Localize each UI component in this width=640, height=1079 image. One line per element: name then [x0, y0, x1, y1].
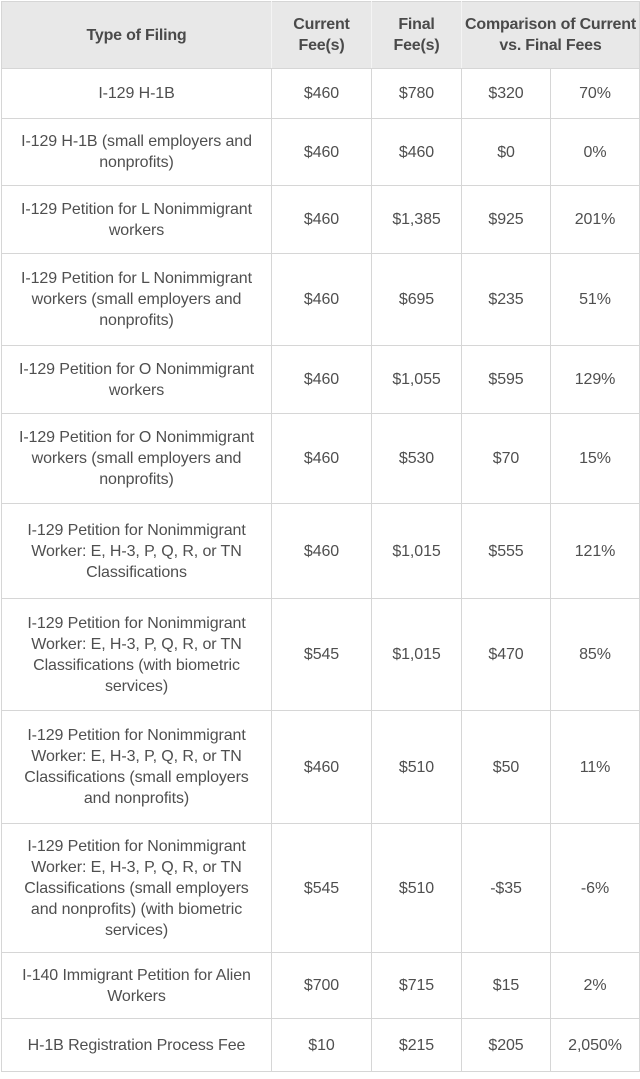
current-fee-cell: $460 [271, 503, 372, 599]
final-fee-cell: $510 [371, 823, 462, 953]
filing-type-cell: I-129 Petition for L Nonimmigrant worker… [1, 185, 272, 254]
filing-type-cell: I-129 Petition for Nonimmigrant Worker: … [1, 598, 272, 711]
filing-type-cell: I-129 Petition for O Nonimmigrant worker… [1, 413, 272, 504]
table-row: I-129 Petition for L Nonimmigrant worker… [1, 253, 640, 346]
final-fee-cell: $460 [371, 118, 462, 186]
fee-percent-cell: 15% [550, 413, 640, 504]
final-fee-cell: $215 [371, 1018, 462, 1072]
fee-percent-cell: 121% [550, 503, 640, 599]
table-row: I-129 Petition for L Nonimmigrant worker… [1, 185, 640, 254]
filing-type-cell: I-129 Petition for L Nonimmigrant worker… [1, 253, 272, 346]
current-fee-cell: $10 [271, 1018, 372, 1072]
fee-percent-cell: 2% [550, 952, 640, 1019]
filing-type-cell: I-129 H-1B [1, 68, 272, 119]
current-fee-cell: $460 [271, 413, 372, 504]
final-fee-cell: $695 [371, 253, 462, 346]
table-row: I-129 H-1B $460 $780 $320 70% [1, 68, 640, 119]
table-row: I-129 Petition for O Nonimmigrant worker… [1, 413, 640, 504]
table-row: I-140 Immigrant Petition for Alien Worke… [1, 952, 640, 1019]
fee-percent-cell: 2,050% [550, 1018, 640, 1072]
table-row: I-129 Petition for Nonimmigrant Worker: … [1, 598, 640, 711]
fee-difference-cell: -$35 [461, 823, 551, 953]
fee-difference-cell: $205 [461, 1018, 551, 1072]
fee-percent-cell: 51% [550, 253, 640, 346]
header-row: Type of Filing Current Fee(s) Final Fee(… [1, 1, 640, 69]
fee-percent-cell: 129% [550, 345, 640, 414]
current-fee-cell: $460 [271, 345, 372, 414]
final-fee-cell: $780 [371, 68, 462, 119]
current-fee-cell: $700 [271, 952, 372, 1019]
fee-difference-cell: $595 [461, 345, 551, 414]
filing-type-cell: I-129 Petition for O Nonimmigrant worker… [1, 345, 272, 414]
final-fee-cell: $1,015 [371, 598, 462, 711]
final-fee-cell: $1,055 [371, 345, 462, 414]
table-row: I-129 Petition for O Nonimmigrant worker… [1, 345, 640, 414]
fee-difference-cell: $0 [461, 118, 551, 186]
fee-percent-cell: 11% [550, 710, 640, 824]
final-fee-cell: $510 [371, 710, 462, 824]
table-row: H-1B Registration Process Fee $10 $215 $… [1, 1018, 640, 1072]
filing-type-cell: I-140 Immigrant Petition for Alien Worke… [1, 952, 272, 1019]
fee-difference-cell: $235 [461, 253, 551, 346]
current-fee-cell: $460 [271, 118, 372, 186]
current-fee-cell: $460 [271, 253, 372, 346]
table-row: I-129 Petition for Nonimmigrant Worker: … [1, 710, 640, 824]
fee-percent-cell: -6% [550, 823, 640, 953]
filing-type-cell: I-129 H-1B (small employers and nonprofi… [1, 118, 272, 186]
fee-difference-cell: $555 [461, 503, 551, 599]
current-fee-cell: $460 [271, 710, 372, 824]
table-row: I-129 Petition for Nonimmigrant Worker: … [1, 503, 640, 599]
table-row: I-129 H-1B (small employers and nonprofi… [1, 118, 640, 186]
fee-difference-cell: $70 [461, 413, 551, 504]
fee-difference-cell: $470 [461, 598, 551, 711]
final-fee-cell: $530 [371, 413, 462, 504]
fee-difference-cell: $50 [461, 710, 551, 824]
current-fee-cell: $460 [271, 68, 372, 119]
current-fee-cell: $545 [271, 823, 372, 953]
filing-type-cell: I-129 Petition for Nonimmigrant Worker: … [1, 823, 272, 953]
fee-difference-cell: $925 [461, 185, 551, 254]
fee-percent-cell: 70% [550, 68, 640, 119]
fee-percent-cell: 201% [550, 185, 640, 254]
fee-difference-cell: $320 [461, 68, 551, 119]
current-fee-cell: $545 [271, 598, 372, 711]
fee-difference-cell: $15 [461, 952, 551, 1019]
filing-type-cell: I-129 Petition for Nonimmigrant Worker: … [1, 503, 272, 599]
final-fee-cell: $1,385 [371, 185, 462, 254]
col-header-current-fee: Current Fee(s) [271, 1, 372, 69]
final-fee-cell: $1,015 [371, 503, 462, 599]
col-header-type-of-filing: Type of Filing [1, 1, 272, 69]
col-header-comparison: Comparison of Current vs. Final Fees [461, 1, 640, 69]
final-fee-cell: $715 [371, 952, 462, 1019]
col-header-final-fee: Final Fee(s) [371, 1, 462, 69]
filing-type-cell: I-129 Petition for Nonimmigrant Worker: … [1, 710, 272, 824]
filing-type-cell: H-1B Registration Process Fee [1, 1018, 272, 1072]
current-fee-cell: $460 [271, 185, 372, 254]
table-row: I-129 Petition for Nonimmigrant Worker: … [1, 823, 640, 953]
fee-percent-cell: 85% [550, 598, 640, 711]
fee-percent-cell: 0% [550, 118, 640, 186]
